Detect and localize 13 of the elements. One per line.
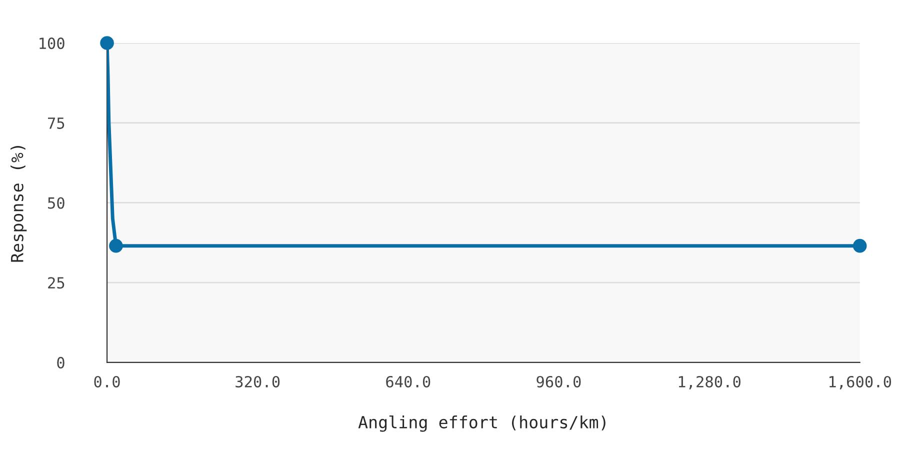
- x-tick-label: 320.0: [236, 376, 280, 388]
- x-tick-label: 960.0: [536, 376, 581, 388]
- y-tick-label: 75: [48, 118, 64, 129]
- x-tick-label: 1,600.0: [829, 376, 892, 390]
- x-tick-label: 640.0: [386, 376, 430, 388]
- x-tick-label: 0.0: [94, 376, 120, 388]
- x-tick-label: 1,280.0: [678, 376, 740, 390]
- y-tick-label: 100: [40, 38, 64, 50]
- y-tick-label: 25: [48, 277, 64, 289]
- x-axis-title: Angling effort (hours/km): [358, 415, 606, 432]
- y-axis-title: Response (%): [10, 146, 27, 262]
- y-tick-label: 50: [48, 197, 64, 209]
- y-tick-label: 0: [57, 356, 64, 368]
